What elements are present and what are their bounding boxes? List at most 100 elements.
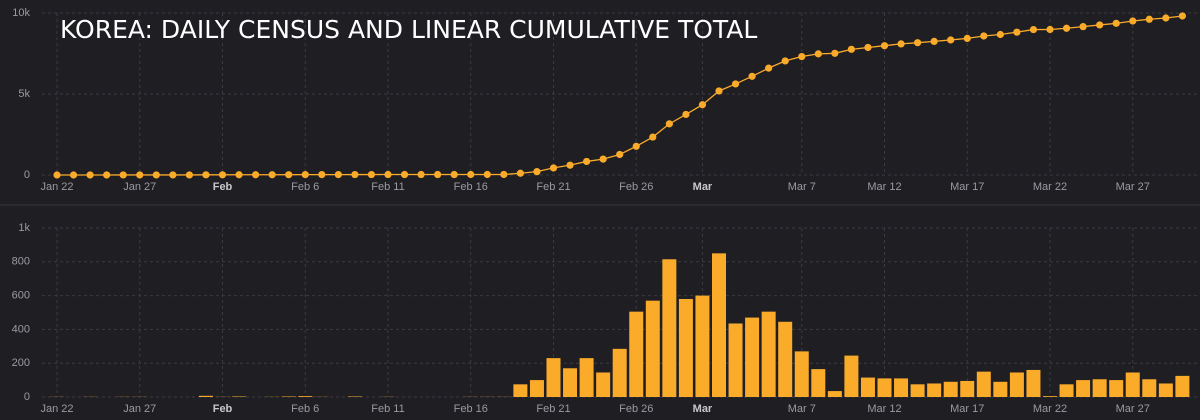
x-tick-label: Mar 27 xyxy=(1116,403,1150,415)
bar xyxy=(579,358,594,397)
point xyxy=(731,80,740,88)
point xyxy=(185,171,193,179)
bar xyxy=(1026,369,1041,397)
x-tick-label: Mar 17 xyxy=(950,181,984,193)
bar xyxy=(778,321,793,397)
point xyxy=(814,50,822,58)
y-tick-label: 200 xyxy=(12,357,30,369)
bar xyxy=(1043,396,1057,397)
point xyxy=(516,169,525,177)
point xyxy=(748,72,756,80)
bar xyxy=(1125,372,1140,397)
point xyxy=(218,171,227,179)
point xyxy=(698,101,707,109)
x-tick-label: Jan 22 xyxy=(40,403,73,415)
point xyxy=(351,170,359,179)
bar xyxy=(1009,372,1024,397)
point xyxy=(649,133,657,141)
point xyxy=(682,110,690,119)
bar xyxy=(993,381,1008,397)
bar xyxy=(1059,384,1074,397)
point xyxy=(947,36,955,44)
x-tick-label: Feb 16 xyxy=(454,403,488,415)
x-tick-label: Mar 22 xyxy=(1033,403,1067,415)
point xyxy=(119,171,127,179)
bar xyxy=(347,396,362,397)
y-tick-label: 400 xyxy=(12,323,30,335)
bar xyxy=(1158,383,1173,397)
point xyxy=(285,171,293,179)
bar xyxy=(563,368,578,397)
point xyxy=(152,171,160,179)
point xyxy=(533,168,541,176)
point xyxy=(69,171,78,179)
point xyxy=(400,170,409,179)
bar xyxy=(662,259,677,397)
point xyxy=(1129,17,1137,25)
point xyxy=(880,42,889,50)
point xyxy=(765,64,773,72)
x-tick-label: Jan 22 xyxy=(40,181,73,193)
point xyxy=(367,170,376,179)
x-tick-label: Feb 21 xyxy=(536,181,570,193)
point xyxy=(1062,24,1071,32)
point xyxy=(169,171,177,179)
y-tick-label: 0 xyxy=(24,391,30,403)
point xyxy=(996,30,1004,39)
point xyxy=(136,171,144,179)
bar xyxy=(960,380,975,397)
point xyxy=(1112,19,1120,27)
point xyxy=(1029,25,1038,34)
bar xyxy=(712,253,726,397)
point xyxy=(103,171,111,179)
x-tick-label: Feb xyxy=(213,403,233,415)
point xyxy=(384,170,392,179)
chart-title: KOREA: DAILY CENSUS AND LINEAR CUMULATIV… xyxy=(60,15,757,44)
point xyxy=(599,155,607,163)
bar xyxy=(927,383,942,397)
y-tick-label: 600 xyxy=(12,290,30,302)
point xyxy=(930,37,938,45)
bar xyxy=(943,381,958,397)
point xyxy=(665,120,673,128)
x-tick-label: Feb 6 xyxy=(291,181,319,193)
point xyxy=(616,150,624,159)
x-tick-label: Mar 12 xyxy=(867,403,901,415)
bar xyxy=(612,348,627,397)
bar xyxy=(1109,380,1124,397)
bar xyxy=(281,396,296,397)
point xyxy=(914,39,922,47)
bar xyxy=(232,396,247,397)
x-tick-label: Mar 12 xyxy=(867,181,901,193)
point xyxy=(86,171,94,179)
bar xyxy=(1092,379,1107,397)
point xyxy=(483,170,491,179)
y-tick-label: 10k xyxy=(12,7,30,19)
bar xyxy=(794,351,809,397)
x-tick-label: Mar 17 xyxy=(950,403,984,415)
point xyxy=(334,170,342,179)
x-tick-label: Mar 22 xyxy=(1033,181,1067,193)
bar xyxy=(645,300,660,397)
point xyxy=(1162,14,1170,22)
bar xyxy=(1076,380,1091,397)
bar xyxy=(695,295,710,397)
point xyxy=(417,170,425,179)
point xyxy=(864,43,872,52)
bar xyxy=(1175,375,1190,397)
bar xyxy=(910,384,925,397)
point xyxy=(318,170,326,179)
x-tick-label: Feb 6 xyxy=(291,403,319,415)
point xyxy=(235,171,243,179)
bar xyxy=(629,311,644,397)
bar xyxy=(513,384,528,397)
x-tick-label: Feb 26 xyxy=(619,403,653,415)
x-tick-label: Mar 27 xyxy=(1116,181,1150,193)
y-tick-label: 1k xyxy=(18,222,30,234)
bar xyxy=(745,317,760,397)
x-tick-label: Feb 11 xyxy=(371,181,404,193)
bar xyxy=(860,377,875,397)
x-tick-label: Feb 26 xyxy=(619,181,653,193)
